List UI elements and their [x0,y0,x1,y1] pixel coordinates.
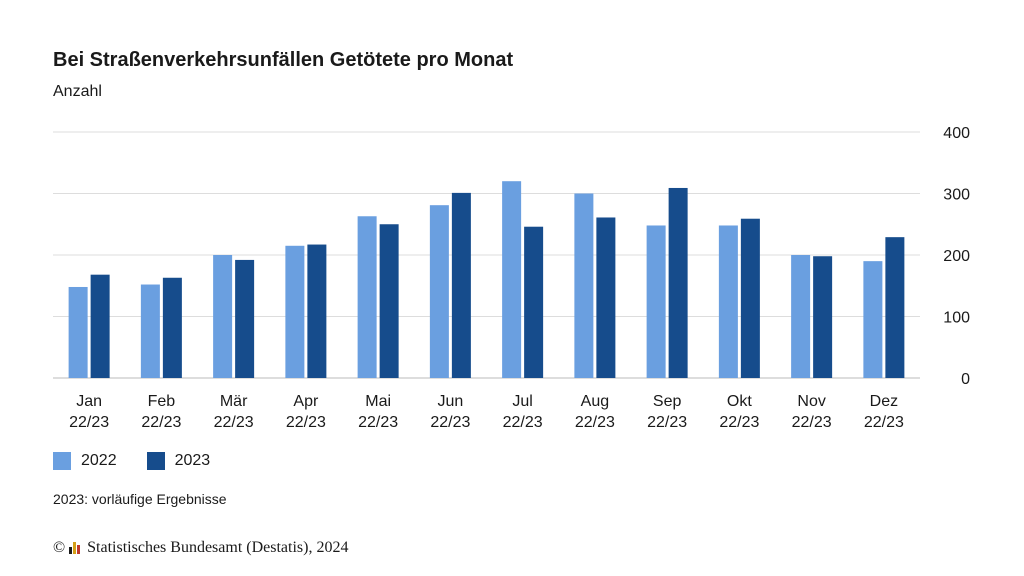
bar-2022-mai [357,216,377,378]
source-line: © Statistisches Bundesamt (Destatis), 20… [53,539,348,557]
bar-2022-okt [718,225,738,378]
x-tick-sublabel: 22/23 [864,414,904,431]
bar-2022-jan [68,286,88,378]
bar-2022-nov [791,255,811,378]
source-text: Statistisches Bundesamt (Destatis), 2024 [87,539,349,556]
bar-2022-jun [429,205,449,378]
footnote: 2023: vorläufige Ergebnisse [53,491,227,507]
x-tick-label: Sep [653,393,682,410]
bar-2023-feb [162,277,182,378]
bar-2023-apr [307,244,327,378]
bar-2023-mai [379,224,399,378]
bar-2023-jun [451,192,471,378]
x-tick-label: Jan [76,393,102,410]
x-tick-sublabel: 22/23 [286,414,326,431]
x-tick-sublabel: 22/23 [430,414,470,431]
legend-item-2022: 2022 [53,452,117,470]
bar-2023-mär [235,259,255,378]
destatis-logo-icon [69,542,81,554]
bar-2022-jul [502,181,522,378]
y-tick-label: 0 [961,371,970,388]
bar-2023-nov [813,256,833,378]
x-tick-label: Mär [220,393,248,410]
x-tick-sublabel: 22/23 [719,414,759,431]
x-tick-sublabel: 22/23 [575,414,615,431]
x-tick-sublabel: 22/23 [503,414,543,431]
bar-2023-dez [885,237,905,378]
legend-label-2023: 2023 [174,452,211,469]
x-tick-label: Jul [512,393,532,410]
y-tick-label: 100 [943,310,970,327]
legend-swatch-2022 [53,452,71,470]
bar-chart: 0 100 200 300 400 Jan 22/23 Feb 22/23 Mär 22/23 Apr… [53,125,970,431]
bar-2022-sep [646,225,666,378]
x-tick-sublabel: 22/23 [141,414,181,431]
chart-legend: 2022 2023 [53,452,240,470]
x-tick-sublabel: 22/23 [647,414,687,431]
x-tick-label: Dez [870,393,898,410]
x-tick-label: Feb [148,393,176,410]
bar-2023-okt [740,218,760,378]
y-tick-label: 400 [943,125,970,142]
legend-swatch-2023 [146,452,165,470]
x-tick-sublabel: 22/23 [214,414,254,431]
bar-2022-mär [213,255,233,378]
bar-2023-jan [90,274,110,378]
legend-item-2023: 2023 [146,452,211,470]
bar-2023-jul [524,226,544,378]
x-tick-sublabel: 22/23 [792,414,832,431]
bar-2022-dez [863,261,883,378]
chart-title: Bei Straßenverkehrsunfällen Getötete pro… [53,49,514,71]
bar-2023-aug [596,217,616,378]
x-tick-label: Okt [727,393,752,410]
bar-2022-aug [574,193,594,378]
x-tick-label: Apr [293,393,319,410]
y-tick-label: 300 [943,187,970,204]
y-tick-label: 200 [943,248,970,265]
x-tick-sublabel: 22/23 [69,414,109,431]
x-tick-label: Mai [365,393,391,410]
bar-2023-sep [668,187,688,378]
bar-2022-feb [140,284,160,378]
x-tick-label: Jun [437,393,463,410]
x-tick-sublabel: 22/23 [358,414,398,431]
x-tick-label: Nov [797,393,825,410]
copyright-symbol: © [53,539,66,556]
bar-2022-apr [285,245,305,378]
legend-label-2022: 2022 [81,452,117,469]
chart-subtitle: Anzahl [53,83,102,100]
x-tick-label: Aug [581,393,609,410]
